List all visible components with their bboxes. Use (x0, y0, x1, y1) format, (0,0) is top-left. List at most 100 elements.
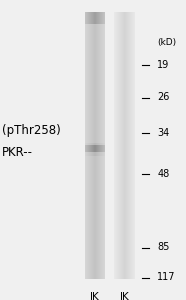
Bar (86, 12, 87, 24)
Text: JK: JK (90, 292, 100, 300)
Bar (96, 143, 97, 148)
Bar (115, 12, 116, 279)
Bar (87, 12, 88, 279)
Bar (127, 12, 128, 279)
Bar (133, 12, 134, 279)
Bar (101, 12, 102, 24)
Bar (103, 152, 104, 156)
Bar (101, 143, 102, 148)
Bar (104, 12, 105, 24)
Text: 34: 34 (157, 128, 169, 139)
Bar (99, 143, 100, 148)
Bar (89, 143, 90, 148)
Bar (89, 145, 90, 152)
Text: 48: 48 (157, 169, 169, 179)
Bar (85, 12, 86, 279)
Bar (118, 12, 119, 279)
Bar (87, 12, 88, 24)
Bar (85, 145, 86, 152)
Text: (kD): (kD) (157, 38, 176, 46)
Bar (122, 12, 123, 279)
Bar (92, 12, 93, 279)
Bar (90, 145, 91, 152)
Bar (96, 152, 97, 156)
Bar (102, 152, 103, 156)
Bar (85, 152, 86, 156)
Bar (95, 12, 96, 24)
Bar (86, 12, 87, 279)
Bar (95, 152, 96, 156)
Bar (85, 12, 86, 24)
Bar (96, 145, 97, 152)
Bar (115, 12, 116, 279)
Bar (96, 12, 97, 279)
Bar (97, 152, 98, 156)
Bar (134, 12, 135, 279)
Bar (97, 143, 98, 148)
Bar (102, 12, 103, 24)
Bar (98, 143, 99, 148)
Bar (121, 12, 122, 279)
Bar (90, 12, 91, 279)
Bar (91, 12, 92, 279)
Bar (125, 12, 126, 279)
Bar (103, 145, 104, 152)
Bar (123, 12, 124, 279)
Bar (88, 152, 89, 156)
Bar (90, 143, 91, 148)
Bar (129, 12, 130, 279)
Bar (100, 12, 101, 279)
Bar (104, 152, 105, 156)
Bar (87, 145, 88, 152)
Bar (91, 145, 92, 152)
Bar (85, 143, 86, 148)
Bar (93, 145, 94, 152)
Bar (88, 143, 89, 148)
Bar (98, 145, 99, 152)
Bar (91, 143, 92, 148)
Bar (94, 143, 95, 148)
Bar (95, 143, 96, 148)
Bar (132, 12, 133, 279)
Bar (90, 12, 91, 24)
Bar (103, 12, 104, 24)
Bar (94, 12, 95, 24)
Bar (130, 12, 131, 279)
Bar (87, 143, 88, 148)
Text: 85: 85 (157, 242, 170, 253)
Bar (116, 12, 117, 279)
Bar (100, 12, 101, 24)
Bar (99, 12, 100, 24)
Bar (117, 12, 118, 279)
Bar (93, 12, 94, 279)
Bar (92, 12, 93, 24)
Bar (94, 12, 95, 279)
Bar (97, 12, 98, 24)
Bar (126, 12, 127, 279)
Bar (102, 143, 103, 148)
Bar (103, 143, 104, 148)
Bar (92, 145, 93, 152)
Bar (120, 12, 121, 279)
Bar (131, 12, 132, 279)
Bar (100, 145, 101, 152)
Bar (101, 152, 102, 156)
Bar (90, 152, 91, 156)
Bar (97, 145, 98, 152)
Bar (102, 145, 103, 152)
Bar (101, 12, 102, 279)
Text: (pThr258): (pThr258) (2, 124, 61, 137)
Bar (99, 12, 100, 279)
Bar (99, 152, 100, 156)
Bar (104, 12, 105, 279)
Bar (98, 152, 99, 156)
Bar (92, 143, 93, 148)
Bar (104, 143, 105, 148)
Bar (103, 12, 104, 279)
Text: PKR--: PKR-- (2, 146, 33, 160)
Bar (86, 152, 87, 156)
Bar (88, 12, 89, 24)
Bar (88, 145, 89, 152)
Text: 19: 19 (157, 59, 169, 70)
Bar (94, 145, 95, 152)
